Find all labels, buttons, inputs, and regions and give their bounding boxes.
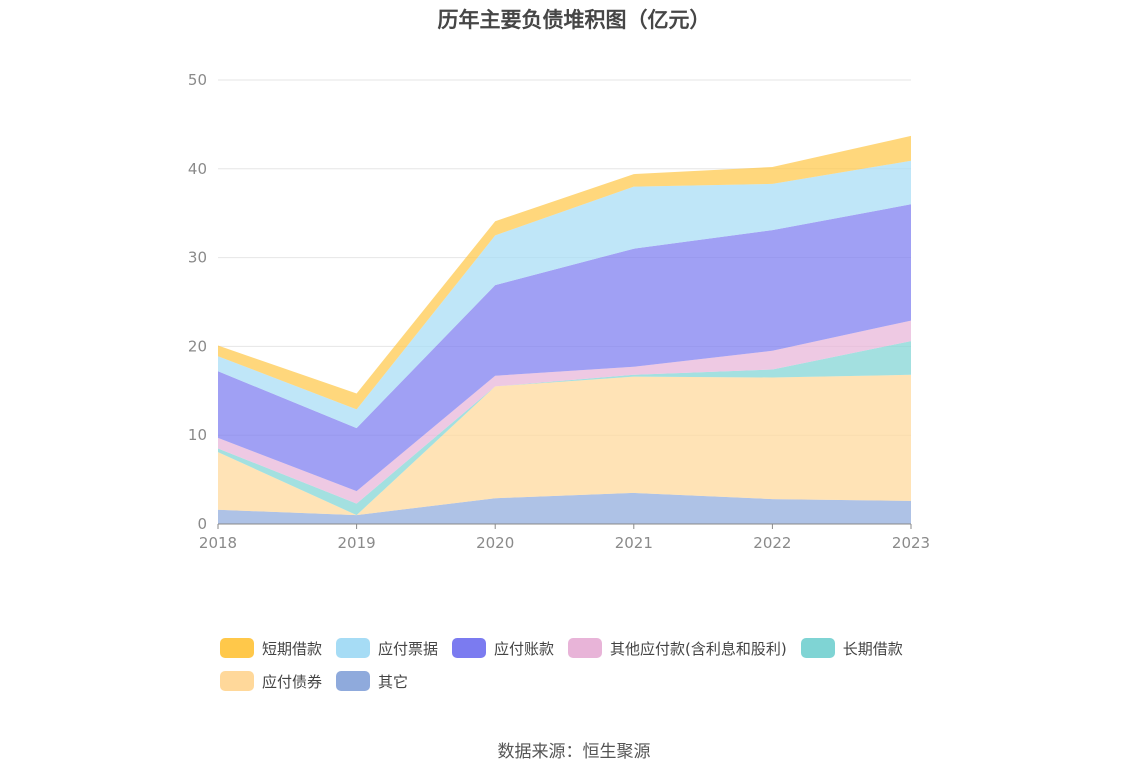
x-tick-label: 2020: [476, 534, 514, 552]
y-tick-label: 40: [188, 160, 207, 178]
legend-item[interactable]: 应付票据: [336, 637, 438, 659]
x-tick-label: 2021: [615, 534, 653, 552]
legend-item[interactable]: 应付债券: [220, 670, 322, 692]
legend-item[interactable]: 应付账款: [452, 637, 554, 659]
area-series-应付账款: [218, 204, 911, 492]
x-tick-label: 2022: [753, 534, 791, 552]
legend-item[interactable]: 长期借款: [800, 637, 903, 659]
area-series-其它: [218, 492, 911, 524]
legend-label: 长期借款: [842, 639, 903, 658]
area-series-应付票据: [218, 160, 911, 429]
area-series-其他应付款(含利息和股利): [218, 320, 911, 504]
legend-swatch: [336, 671, 371, 691]
legend-item[interactable]: 其他应付款(含利息和股利): [568, 637, 787, 659]
area-series-短期借款: [218, 135, 911, 410]
area-series-应付债券: [218, 374, 911, 516]
legend: 短期借款 应付票据 应付账款 其他应付款(含利息和股利) 长期借款应付债券 其它: [220, 637, 980, 692]
legend-label: 应付票据: [378, 639, 439, 658]
legend-swatch: [220, 671, 254, 691]
x-axis: 2018 2019 2020 2021 2022 2023: [199, 523, 930, 552]
data-source: 数据来源：恒生聚源: [497, 742, 651, 762]
legend-swatch: [568, 638, 603, 658]
legend-label: 其他应付款(含利息和股利): [610, 639, 787, 658]
legend-item[interactable]: 短期借款: [220, 637, 322, 659]
y-tick-label: 30: [188, 249, 207, 267]
area-series-长期借款: [218, 341, 911, 516]
chart-title: 历年主要负债堆积图（亿元）: [437, 8, 711, 32]
x-tick-label: 2018: [199, 534, 237, 552]
legend-label: 应付账款: [494, 639, 555, 658]
x-tick-label: 2023: [892, 534, 930, 552]
legend-label: 短期借款: [262, 639, 323, 658]
y-tick-label: 10: [188, 426, 207, 444]
legend-item[interactable]: 其它: [336, 670, 408, 692]
y-tick-label: 20: [188, 337, 207, 355]
legend-swatch: [800, 638, 835, 658]
legend-label: 其它: [378, 672, 409, 691]
legend-label: 应付债券: [262, 672, 323, 691]
legend-swatch: [452, 638, 487, 658]
y-tick-label: 0: [197, 515, 207, 533]
area-series: [218, 135, 911, 524]
legend-swatch: [220, 638, 254, 658]
x-tick-label: 2019: [338, 534, 376, 552]
y-tick-label: 50: [188, 71, 207, 89]
legend-swatch: [336, 638, 371, 658]
y-axis: 0 10 20 30 40 50: [188, 71, 207, 533]
stacked-area-chart: 2018 2019 2020 2021 2022 2023 0 10 20 30 40 50: [188, 71, 930, 552]
